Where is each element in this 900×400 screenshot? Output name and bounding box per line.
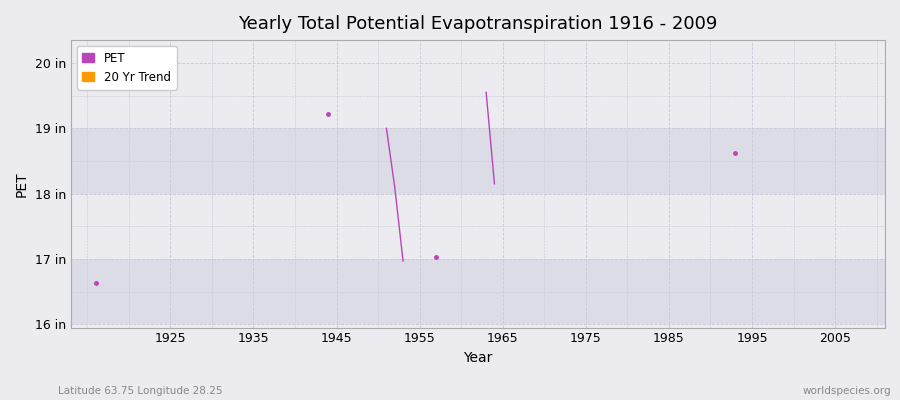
Legend: PET, 20 Yr Trend: PET, 20 Yr Trend: [76, 46, 176, 90]
Text: Latitude 63.75 Longitude 28.25: Latitude 63.75 Longitude 28.25: [58, 386, 223, 396]
Bar: [71, 259, 885, 324]
Title: Yearly Total Potential Evapotranspiration 1916 - 2009: Yearly Total Potential Evapotranspiratio…: [238, 15, 717, 33]
Y-axis label: PET: PET: [15, 171, 29, 197]
Bar: [71, 63, 885, 128]
Bar: [71, 194, 885, 259]
X-axis label: Year: Year: [464, 351, 492, 365]
Text: worldspecies.org: worldspecies.org: [803, 386, 891, 396]
Bar: [71, 128, 885, 194]
